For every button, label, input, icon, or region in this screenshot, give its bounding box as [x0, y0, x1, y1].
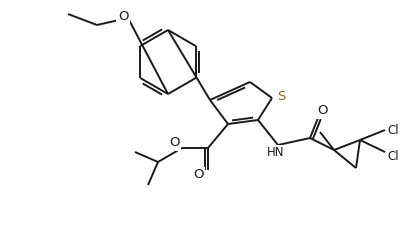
Text: O: O: [193, 169, 203, 182]
Text: HN: HN: [267, 147, 285, 159]
Text: O: O: [318, 105, 328, 118]
Text: Cl: Cl: [387, 150, 399, 163]
Text: S: S: [277, 90, 285, 103]
Text: O: O: [118, 11, 128, 24]
Text: O: O: [169, 137, 179, 150]
Text: Cl: Cl: [387, 123, 399, 137]
